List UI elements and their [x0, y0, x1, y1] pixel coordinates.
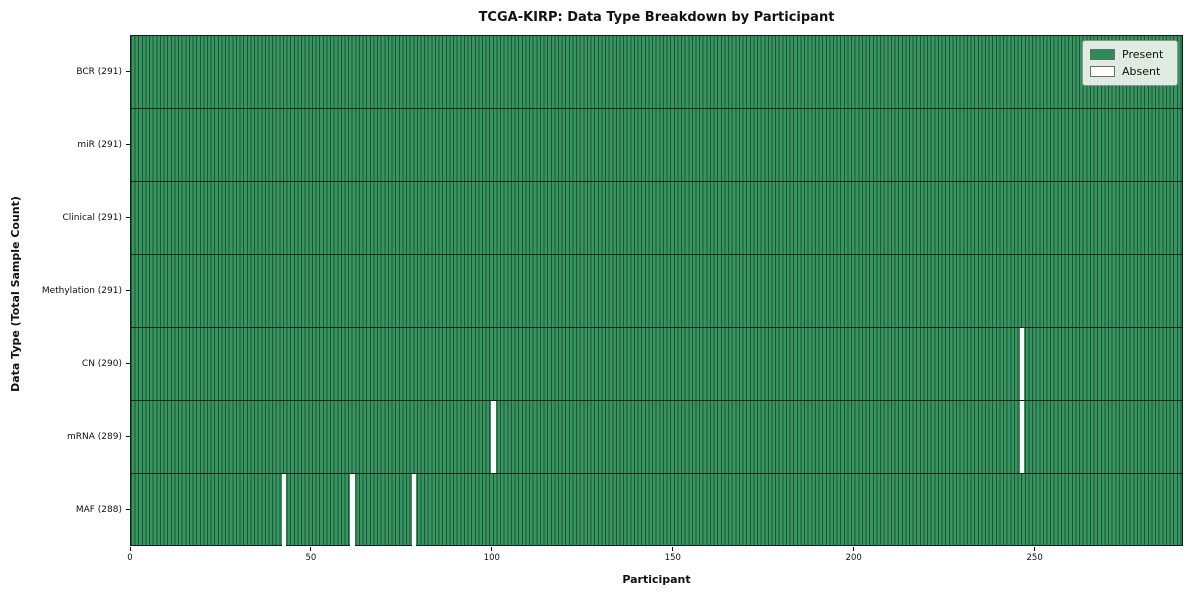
plot-area — [130, 35, 1183, 546]
row-separator — [130, 108, 1183, 109]
y-tick-mark — [125, 71, 130, 72]
legend-item-absent: Absent — [1090, 63, 1170, 80]
x-tick-label-250: 250 — [1026, 553, 1043, 563]
y-tick-label-mir: miR (291) — [77, 139, 122, 150]
y-tick-mark — [125, 144, 130, 145]
legend-swatch-present — [1090, 49, 1115, 60]
y-tick-mark — [125, 509, 130, 510]
x-tick-label-100: 100 — [483, 553, 500, 563]
x-tick-mark — [672, 547, 674, 551]
x-tick-label-150: 150 — [664, 553, 681, 563]
row-separator — [130, 181, 1183, 182]
legend-item-present: Present — [1090, 46, 1170, 63]
absent-cell-mrna-246 — [1019, 401, 1025, 473]
y-tick-label-maf: MAF (288) — [75, 504, 122, 515]
x-tick-label-0: 0 — [127, 553, 133, 563]
x-tick-label-200: 200 — [845, 553, 862, 563]
x-tick-mark — [310, 547, 312, 551]
x-tick-mark — [129, 547, 131, 551]
absent-cell-maf-42 — [281, 474, 286, 546]
y-tick-mark — [125, 436, 130, 437]
row-separator — [130, 254, 1183, 255]
y-tick-mark — [125, 290, 130, 291]
x-tick-label-50: 50 — [305, 553, 317, 563]
absent-cell-maf-61 — [350, 474, 355, 546]
row-separator — [130, 327, 1183, 328]
y-tick-mark — [125, 363, 130, 364]
legend-label: Absent — [1122, 65, 1161, 78]
y-tick-label-clinical: Clinical (291) — [62, 212, 122, 223]
legend-label: Present — [1122, 48, 1164, 61]
y-tick-label-cn: CN (290) — [81, 358, 122, 369]
x-axis-label: Participant — [622, 573, 691, 586]
legend: Present Absent — [1082, 40, 1178, 86]
y-tick-label-methylation: Methylation (291) — [41, 285, 122, 296]
absent-cell-maf-78 — [411, 474, 417, 546]
x-tick-mark — [1034, 547, 1036, 551]
chart-title: TCGA-KIRP: Data Type Breakdown by Partic… — [478, 10, 835, 25]
absent-cell-mrna-100 — [491, 401, 496, 473]
y-tick-mark — [125, 217, 130, 218]
row-separator — [130, 400, 1183, 401]
y-tick-label-mrna: mRNA (289) — [67, 431, 122, 442]
legend-swatch-absent — [1090, 66, 1115, 77]
y-tick-label-bcr: BCR (291) — [76, 66, 122, 77]
x-tick-mark — [491, 547, 493, 551]
x-tick-mark — [853, 547, 855, 551]
row-separator — [130, 473, 1183, 474]
absent-cell-cn-246 — [1019, 328, 1025, 400]
